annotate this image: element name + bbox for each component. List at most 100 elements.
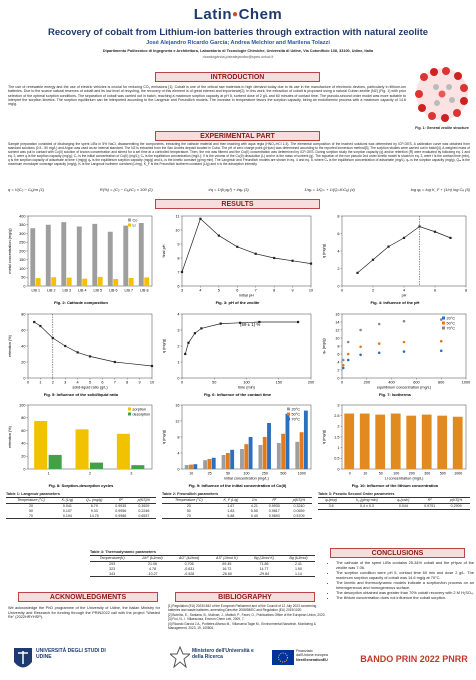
- table-cell: 5.88: [215, 513, 247, 520]
- table-header-row: Temperature (°C) Kₗ (L/g) Qₘ (mg/g) R² p(KS)…: [6, 497, 156, 504]
- x-tick-label: 600: [413, 381, 419, 385]
- table-cell: 69.45: [222, 562, 232, 567]
- bar: [267, 423, 271, 469]
- table-cell: 0.194: [56, 513, 79, 520]
- atom: [418, 104, 426, 112]
- y-tick-label: 6: [337, 232, 339, 236]
- y-axis-label: retention (%): [8, 334, 12, 356]
- table-row: 50 0.107 9.33 0.9956 0.2246: [6, 509, 156, 514]
- point: [39, 324, 42, 328]
- eu-flag: [272, 650, 294, 665]
- legend-swatch: [128, 218, 131, 222]
- x-tick-label: 10: [363, 472, 367, 476]
- table-block: Table 2: Freundlich parameters Temperatur…: [162, 492, 312, 520]
- y-tick-label: 8: [337, 214, 339, 218]
- table-cell: 2.41: [294, 562, 302, 567]
- y-tick-label: 12: [175, 419, 179, 423]
- x-tick-label: LIB 8: [140, 289, 148, 293]
- y-tick-label: 0: [337, 376, 339, 380]
- point: [236, 245, 239, 248]
- table-header: 1/n: [246, 497, 263, 504]
- y-tick-label: 0: [337, 284, 339, 288]
- table-cell: 0.40: [246, 513, 263, 520]
- point: [309, 262, 313, 265]
- y-tick-label: 0: [23, 284, 25, 288]
- zeolite-atoms: [415, 67, 468, 122]
- bar: [344, 413, 355, 469]
- atom: [433, 84, 439, 90]
- point: [258, 320, 261, 324]
- atom: [434, 100, 440, 106]
- x-tick-label: 1: [39, 381, 41, 385]
- table-row: 50 1.83 5.55 0.9817 0.0559: [162, 509, 312, 514]
- y-tick-label: 300: [19, 232, 25, 236]
- table-cell: 0.9930: [268, 504, 280, 509]
- y-tick-label: 350: [19, 223, 25, 227]
- data-table: Temperature (°C) K_F (L/g) 1/n R² p(KS)% 20 1.…: [162, 497, 312, 520]
- table-header: ΔH° (kJ/mol): [134, 555, 171, 562]
- bar: [258, 445, 263, 469]
- x-tick-label: LIB 4: [78, 289, 86, 293]
- point: [449, 236, 452, 239]
- point: [193, 332, 196, 335]
- y-tick-label: 0: [23, 376, 25, 380]
- table-cell: 0.6537: [131, 513, 156, 520]
- legend-label: Co: [133, 218, 138, 222]
- table-cell: 1.14: [281, 571, 315, 578]
- point: [291, 259, 294, 262]
- bar: [107, 231, 113, 286]
- point: [439, 318, 443, 321]
- table-cell: 70: [6, 513, 57, 520]
- x-tick-label: 6: [101, 381, 103, 385]
- y-tick-label: 1: [177, 360, 179, 364]
- bar: [30, 228, 36, 286]
- bar: [375, 414, 386, 469]
- bar: [184, 465, 189, 469]
- y-tick-label: 1: [337, 446, 339, 450]
- bar: [189, 464, 193, 469]
- x-tick-label: 10: [150, 381, 154, 385]
- legend-label: desorption: [133, 412, 151, 416]
- table-cell: 20: [29, 504, 34, 509]
- table-header: Temperature (°C): [162, 497, 216, 504]
- table-header: Bg (kJ/mol): [281, 555, 315, 562]
- x-axis-label: Li concentration (mg/L): [385, 477, 425, 481]
- bar: [34, 421, 48, 469]
- table-cell: 14.75: [78, 513, 110, 520]
- atom: [438, 90, 446, 98]
- figure-caption: Fig. 8: Sorption-desorption cycles: [49, 483, 114, 488]
- table-cell: -10.27: [134, 571, 171, 578]
- legend-swatch: [287, 417, 290, 421]
- y-tick-label: 50: [21, 276, 25, 280]
- x-tick-label: 25: [208, 472, 212, 476]
- equation: t/q = 1/(k₂qₑ²) + t/qₑ (3): [208, 187, 249, 192]
- y-tick-label: 3: [177, 328, 179, 332]
- x-tick-label: 2: [372, 289, 374, 293]
- x-tick-label: 3: [64, 381, 66, 385]
- table-cell: 0.3240: [293, 504, 305, 509]
- table-header: R²: [417, 497, 443, 504]
- table-cell: 0.9935: [115, 504, 127, 509]
- x-axis-label: initial concentration (mg/L): [224, 477, 269, 481]
- bar: [285, 413, 290, 469]
- y-axis-label: final pH: [162, 244, 166, 257]
- y-tick-label: 0: [337, 467, 339, 471]
- point: [402, 319, 406, 323]
- eu-line: dall'Unione europea: [296, 653, 328, 658]
- table-block: Table 1: Langmuir parameters Temperature …: [6, 492, 156, 520]
- x-tick-label: 0: [349, 472, 351, 476]
- logo-right: Chem: [238, 6, 283, 23]
- bar: [225, 453, 230, 469]
- x-tick-label: 5: [89, 381, 91, 385]
- legend-swatch: [128, 407, 131, 411]
- table-cell: 50: [29, 508, 34, 513]
- point: [359, 353, 362, 357]
- y-tick-label: 40: [21, 344, 25, 348]
- y-axis-label: q (mg/g): [322, 243, 326, 258]
- bar: [452, 416, 463, 469]
- bar: [51, 277, 57, 286]
- y-axis-label: q (mg/g): [322, 429, 326, 444]
- table-cell: -29.84: [246, 571, 282, 578]
